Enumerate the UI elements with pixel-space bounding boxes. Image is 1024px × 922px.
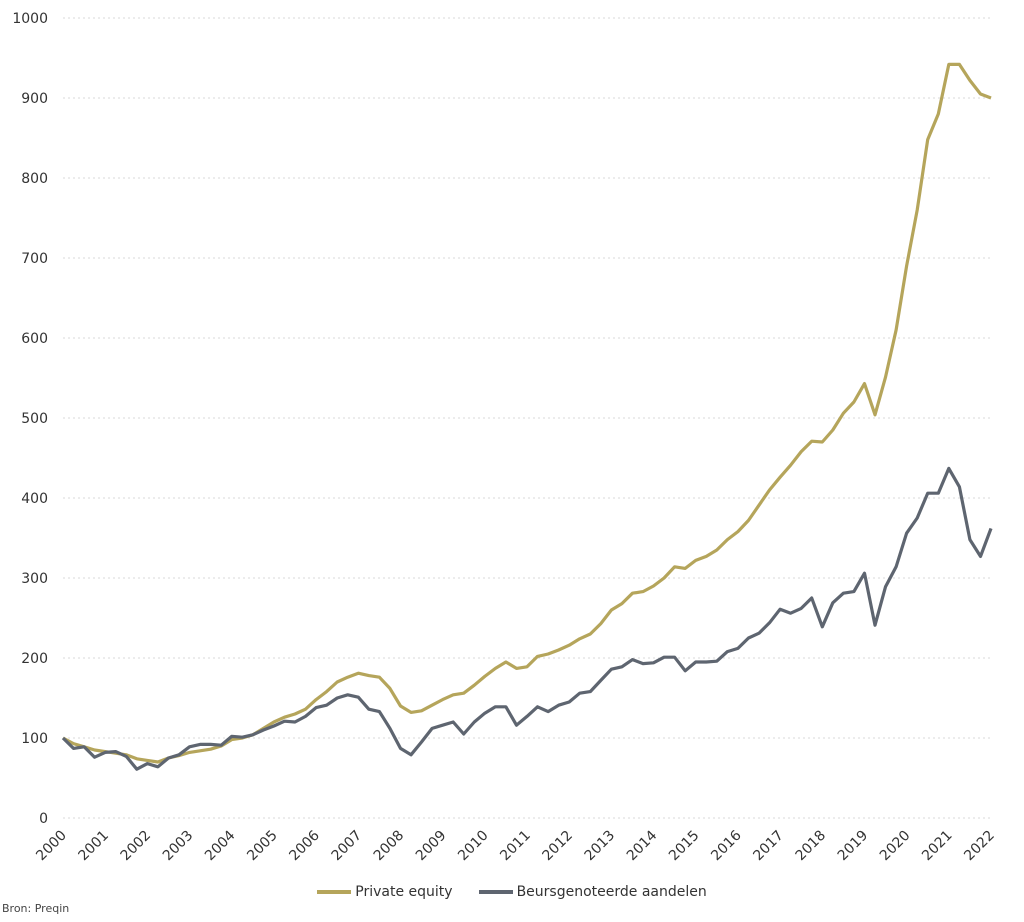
x-tick-label: 2017 [750,828,787,865]
x-tick-label: 2012 [539,828,576,865]
y-tick-label: 100 [21,731,48,747]
x-tick-label: 2010 [455,828,492,865]
y-tick-label: 700 [21,251,48,267]
x-tick-label: 2013 [582,828,619,865]
x-tick-label: 2014 [624,827,661,864]
x-tick-label: 2005 [244,828,281,865]
x-tick-label: 2003 [160,828,197,865]
x-tick-label: 2015 [666,828,703,865]
source-note: Bron: Preqin [2,902,70,915]
x-tick-label: 2019 [835,828,872,865]
legend: Private equity Beursgenoteerde aandelen [0,884,1024,900]
x-tick-label: 2000 [33,828,70,865]
y-tick-label: 600 [21,331,48,347]
y-tick-label: 800 [21,171,48,187]
x-tick-label: 2018 [793,828,830,865]
y-tick-label: 400 [21,491,48,507]
x-tick-label: 2002 [118,828,155,865]
x-tick-label: 2016 [708,827,745,864]
y-tick-label: 500 [21,411,48,427]
y-tick-label: 300 [21,571,48,587]
x-tick-label: 2011 [497,828,534,865]
y-tick-label: 0 [39,811,48,827]
y-tick-label: 200 [21,651,48,667]
legend-label-beursgenoteerde-aandelen: Beursgenoteerde aandelen [516,884,707,900]
line-chart: 0 100 200 300 400 500 600 700 800 900 1000 2000 2001… [12,11,998,865]
x-tick-label: 2001 [75,828,112,865]
x-tick-label: 2008 [371,828,408,865]
y-tick-label: 900 [21,91,48,107]
y-tick-label: 1000 [12,11,48,27]
legend-item-beursgenoteerde-aandelen: Beursgenoteerde aandelen [478,884,707,900]
legend-item-private-equity: Private equity [317,884,453,900]
legend-label-private-equity: Private equity [355,884,453,900]
series-line-private-equity [62,62,992,764]
x-tick-label: 2007 [329,828,366,865]
x-tick-label: 2022 [961,828,998,865]
x-tick-label: 2004 [202,827,239,864]
series-line-beursgenoteerde-aandelen [61,466,993,771]
legend-swatch-private-equity [317,890,352,894]
x-tick-label: 2021 [919,828,956,865]
x-tick-label: 2009 [413,828,450,865]
x-tick-label: 2006 [286,827,323,864]
x-tick-label: 2020 [877,828,914,865]
legend-swatch-beursgenoteerde-aandelen [478,890,513,894]
